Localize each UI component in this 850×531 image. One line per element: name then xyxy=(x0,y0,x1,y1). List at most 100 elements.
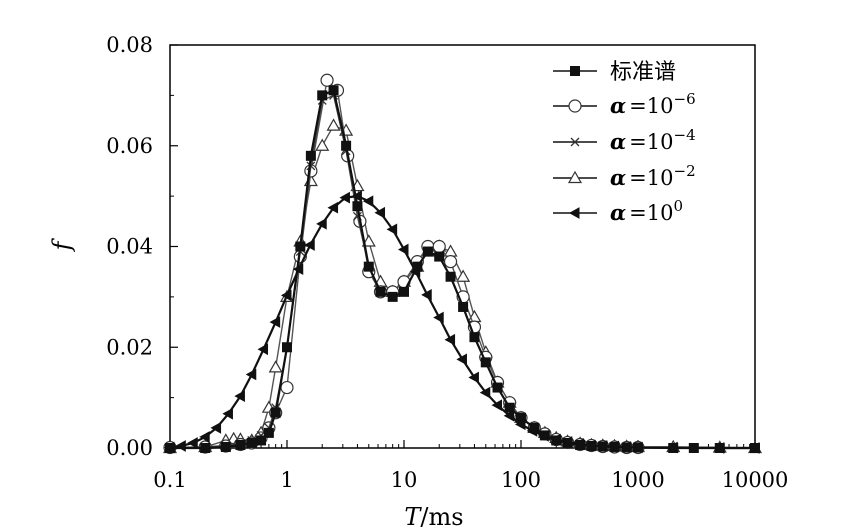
legend-eq: =10 xyxy=(629,201,673,225)
data-point xyxy=(503,409,515,422)
data-point xyxy=(620,441,632,453)
data-point xyxy=(468,371,479,384)
x-axis-unit: /ms xyxy=(420,503,463,531)
x-tick-label: 1000 xyxy=(611,468,664,492)
x-tick-label: 10000 xyxy=(722,468,789,492)
data-point xyxy=(268,360,283,373)
legend-alpha-symbol: α xyxy=(610,93,626,118)
data-point xyxy=(480,357,491,368)
x-axis-var: T xyxy=(404,503,422,531)
data-point xyxy=(341,140,352,151)
data-point xyxy=(351,190,362,202)
legend-marker xyxy=(570,137,580,147)
y-tick-label: 0.02 xyxy=(106,335,153,359)
data-point xyxy=(585,439,596,452)
y-tick-label: 0.04 xyxy=(106,235,153,259)
series-group xyxy=(162,73,763,455)
data-point xyxy=(295,241,306,252)
data-point xyxy=(386,223,398,236)
legend-exponent: −2 xyxy=(674,162,696,180)
y-tick-label: 0.06 xyxy=(106,134,153,158)
legend-entry: α =10−4 xyxy=(553,126,696,154)
legend-alpha-symbol: α xyxy=(610,200,626,225)
ticks: 0.1 1 10 100 1000 10000 0.00 0.02 0.04 0.06 0.08 xyxy=(106,33,788,492)
data-point xyxy=(748,442,760,454)
legend-entry: 标准谱 xyxy=(553,60,676,85)
data-point xyxy=(444,333,456,346)
data-point xyxy=(269,316,281,328)
data-point xyxy=(443,255,458,269)
legend-marker xyxy=(568,207,580,219)
data-point xyxy=(434,251,445,262)
legend-label: 标准谱 xyxy=(610,60,676,85)
legend-label: α =10−4 xyxy=(610,126,696,154)
data-point xyxy=(280,380,294,395)
data-point xyxy=(469,332,480,343)
data-point xyxy=(234,390,245,402)
data-point xyxy=(292,263,304,276)
data-point xyxy=(210,422,222,434)
legend-entry: α =100 xyxy=(553,197,683,225)
data-point xyxy=(339,191,350,204)
legend-marker xyxy=(567,170,583,184)
data-point xyxy=(263,427,274,438)
data-point xyxy=(399,286,409,297)
data-point xyxy=(596,440,608,452)
data-point xyxy=(550,433,561,446)
data-point xyxy=(326,118,341,131)
data-point xyxy=(199,431,210,443)
data-point xyxy=(235,439,246,450)
data-point xyxy=(397,243,409,256)
data-point xyxy=(667,441,678,454)
data-point xyxy=(246,437,257,448)
data-point xyxy=(220,441,231,452)
x-tick-label: 10 xyxy=(391,468,418,492)
data-point xyxy=(362,195,374,208)
data-point xyxy=(304,239,315,251)
x-tick-label: 1 xyxy=(280,468,293,492)
data-point xyxy=(421,289,432,301)
data-point xyxy=(270,407,281,418)
data-point xyxy=(280,289,292,302)
data-point xyxy=(222,407,233,420)
data-point xyxy=(257,343,269,356)
data-point xyxy=(561,436,573,448)
legend-eq: =10 xyxy=(629,94,673,118)
data-point xyxy=(352,201,363,212)
data-point xyxy=(306,161,316,171)
data-point xyxy=(504,402,515,413)
legend-label: α =10−2 xyxy=(610,162,696,190)
legend-label: α =100 xyxy=(610,197,683,225)
data-point xyxy=(317,90,328,101)
data-point xyxy=(327,201,339,214)
data-point xyxy=(316,217,327,230)
legend-alpha-symbol: α xyxy=(610,129,626,154)
legend-alpha-symbol: α xyxy=(610,165,626,190)
data-point xyxy=(479,386,491,399)
data-point xyxy=(282,342,292,353)
data-point xyxy=(631,441,643,454)
data-point xyxy=(315,138,330,151)
data-point xyxy=(363,261,374,272)
data-point xyxy=(445,271,456,282)
data-point xyxy=(361,234,376,247)
data-point xyxy=(492,382,503,393)
legend-exponent: −4 xyxy=(674,126,696,144)
data-point xyxy=(320,73,334,87)
series-left-triangle xyxy=(163,190,760,454)
data-point xyxy=(526,425,538,437)
legend-marker xyxy=(570,66,580,76)
data-point xyxy=(256,435,267,446)
data-point xyxy=(175,440,186,452)
data-point xyxy=(573,438,584,450)
data-point xyxy=(458,301,469,312)
data-point xyxy=(245,368,257,381)
data-point xyxy=(713,442,725,454)
legend-eq: =10 xyxy=(629,166,673,190)
legend-entry: α =10−2 xyxy=(553,162,696,190)
data-point xyxy=(163,441,175,454)
legend-entry: α =10−6 xyxy=(553,90,696,118)
legend-exponent: 0 xyxy=(674,197,684,215)
